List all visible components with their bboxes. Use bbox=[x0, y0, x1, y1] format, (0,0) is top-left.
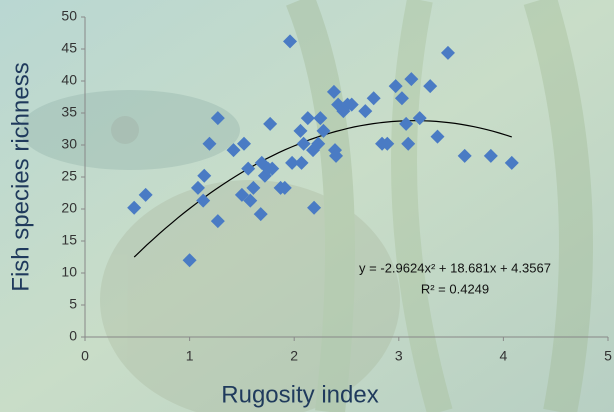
y-axis-title: Fish species richness bbox=[7, 62, 34, 291]
x-tick-label: 0 bbox=[81, 348, 89, 364]
y-tick-label: 35 bbox=[61, 104, 77, 120]
x-tick-label: 5 bbox=[604, 348, 612, 364]
x-tick-label: 4 bbox=[500, 348, 508, 364]
y-tick-label: 30 bbox=[61, 136, 77, 152]
y-tick-label: 0 bbox=[69, 328, 77, 344]
y-tick-label: 45 bbox=[61, 40, 77, 56]
y-tick-label: 50 bbox=[61, 8, 77, 24]
y-tick-label: 10 bbox=[61, 264, 77, 280]
x-tick-label: 1 bbox=[186, 348, 194, 364]
r-squared: R² = 0.4249 bbox=[421, 281, 489, 296]
y-tick-label: 40 bbox=[61, 72, 77, 88]
x-axis-title: Rugosity index bbox=[221, 381, 378, 408]
y-tick-label: 20 bbox=[61, 200, 77, 216]
x-tick-label: 2 bbox=[290, 348, 298, 364]
x-tick-label: 3 bbox=[395, 348, 403, 364]
y-tick-label: 15 bbox=[61, 232, 77, 248]
y-tick-label: 25 bbox=[61, 168, 77, 184]
y-tick-label: 5 bbox=[69, 296, 77, 312]
trendline-equation: y = -2.9624x² + 18.681x + 4.3567 bbox=[359, 260, 551, 275]
chart: Rugosity index Fish species richness y =… bbox=[0, 0, 614, 412]
